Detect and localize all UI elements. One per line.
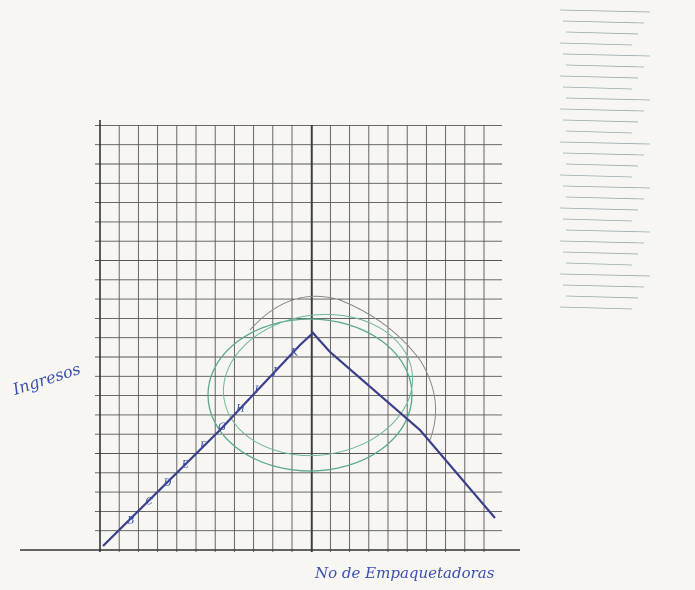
scribble [560, 241, 644, 243]
point-label: B [126, 515, 134, 526]
scribble [560, 208, 638, 210]
scribble [563, 186, 650, 188]
scribble [566, 164, 638, 166]
scribble [566, 230, 650, 232]
point-label: K [290, 348, 299, 359]
scribble [563, 285, 644, 287]
point-label: E [181, 459, 190, 470]
scribble [560, 76, 638, 78]
scribble [560, 10, 650, 12]
scribble [566, 296, 638, 298]
scribble [560, 307, 632, 309]
scribble [563, 54, 650, 56]
x-axis-label: No de Empaquetadoras [314, 564, 495, 582]
scribble [563, 219, 632, 221]
scribble [560, 274, 650, 276]
y-axis-label: Ingresos [9, 359, 82, 399]
scribble [560, 109, 644, 111]
scribble [563, 87, 632, 89]
scribble [563, 252, 638, 254]
green-ellipse [208, 319, 412, 471]
point-label: D [163, 478, 172, 489]
grid [95, 125, 502, 552]
point-label: J [271, 366, 278, 377]
point-label: H [235, 404, 245, 415]
point-label: G [218, 422, 226, 433]
scribble [563, 153, 644, 155]
scribble [566, 65, 644, 67]
scanned-page: BCDEFGHIJK Ingresos No de Empaquetadoras [0, 0, 695, 590]
scribble [560, 175, 632, 177]
scribble [566, 131, 632, 133]
scribble [566, 32, 638, 34]
scribble [566, 263, 632, 265]
curve [103, 333, 495, 546]
scribble [560, 43, 632, 45]
scribble [566, 98, 650, 100]
scribble [560, 142, 650, 144]
green-ellipse-2 [214, 302, 422, 467]
margin-notes [560, 10, 650, 309]
scribble [563, 21, 644, 23]
scribble [566, 197, 644, 199]
graph-paper: BCDEFGHIJK Ingresos No de Empaquetadoras [0, 0, 695, 590]
scribble [563, 120, 638, 122]
point-label: C [145, 497, 153, 508]
point-label: F [199, 441, 208, 452]
